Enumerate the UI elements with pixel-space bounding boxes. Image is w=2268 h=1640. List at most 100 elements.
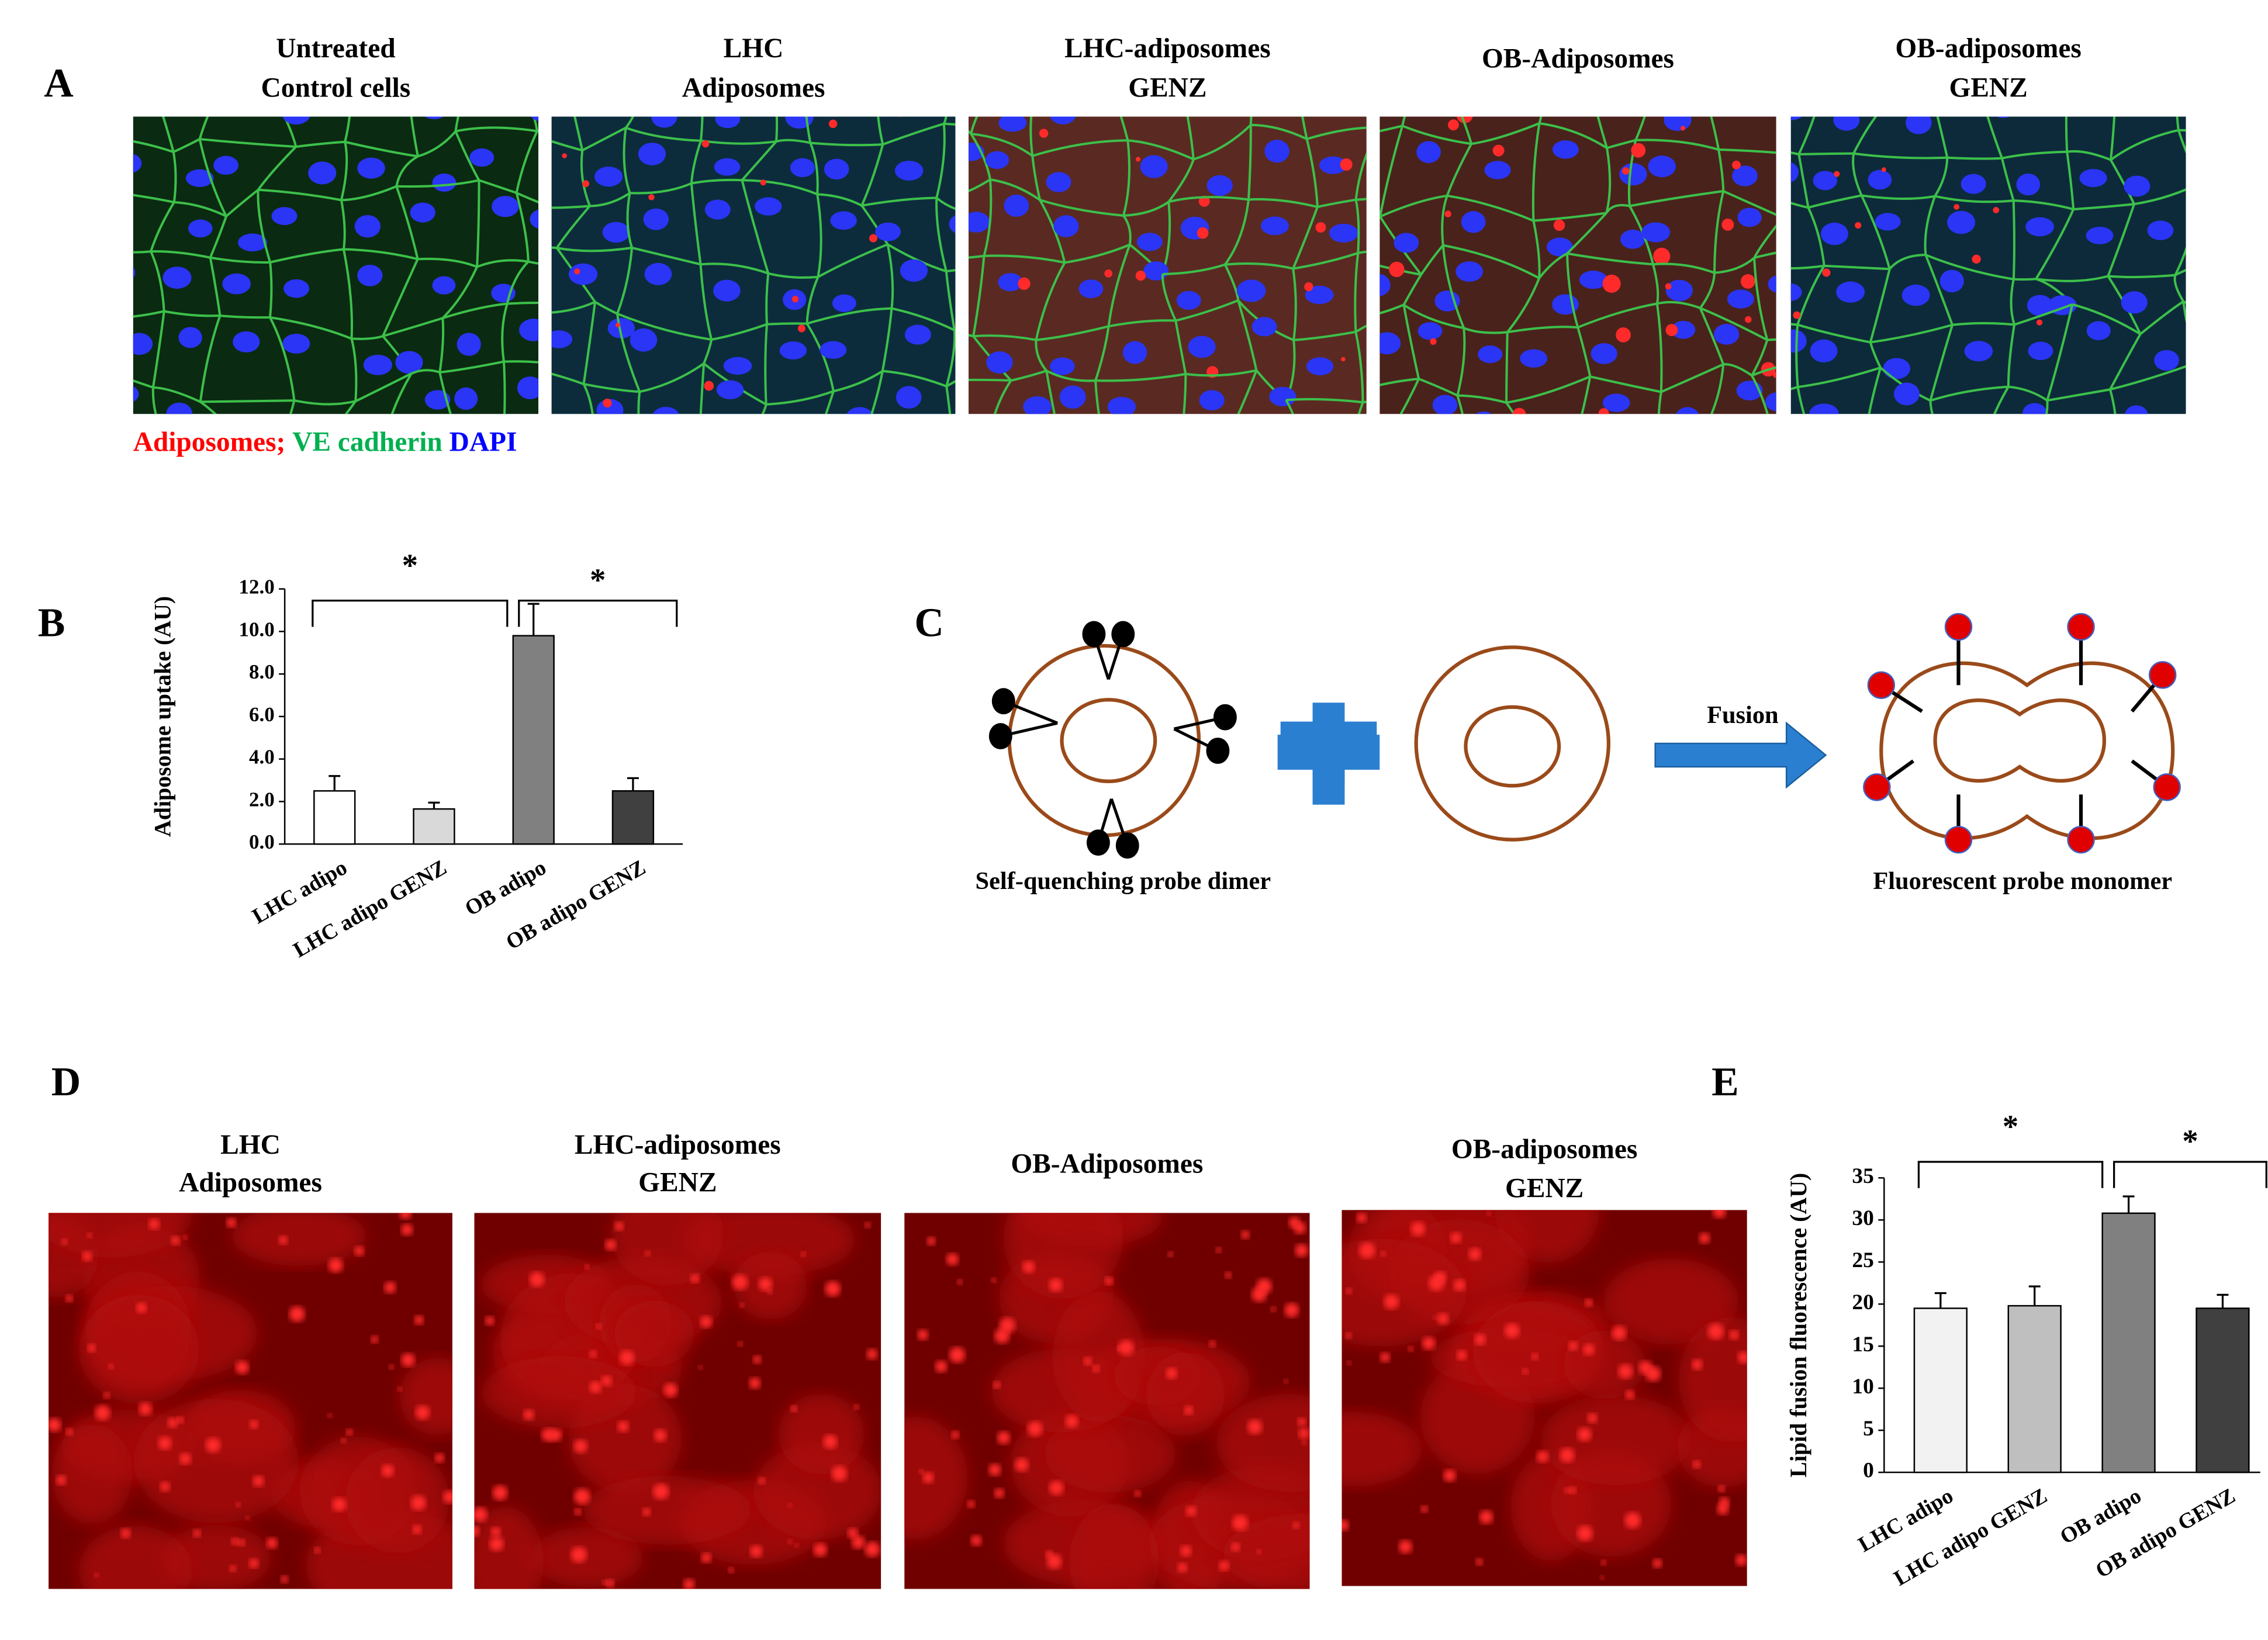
legend: Adiposomes; VE cadherin DAPI — [133, 427, 517, 458]
cell-edge — [2183, 300, 2186, 305]
vesicle — [327, 1413, 333, 1418]
vesicle — [61, 1238, 68, 1245]
fluorescent-probe — [1944, 613, 1973, 641]
cell-edge — [1531, 123, 1541, 221]
cell-edge — [1507, 326, 1578, 334]
cell-body — [345, 1447, 450, 1553]
cell-edge — [408, 66, 475, 83]
micrograph — [542, 94, 993, 487]
nucleus — [514, 478, 542, 499]
nucleus — [1665, 279, 1693, 302]
nucleus — [1176, 290, 1201, 310]
vesicle — [917, 1329, 928, 1340]
cell-edge — [968, 178, 991, 192]
nucleus — [1143, 261, 1169, 281]
cell-edge — [639, 362, 705, 393]
vesicle — [82, 1251, 92, 1262]
cell-edge — [877, 116, 884, 145]
cell-edge — [1790, 323, 1798, 326]
cell-edge — [1566, 212, 1607, 255]
cell-edge — [341, 185, 397, 202]
nucleus — [1703, 74, 1730, 92]
cell-edge — [476, 180, 480, 267]
nucleus — [1077, 468, 1101, 486]
panel-label: C — [914, 601, 943, 646]
cell-edge — [133, 379, 154, 389]
y-tick-label: 6.0 — [249, 703, 275, 726]
vesicle — [249, 1420, 258, 1429]
cell-edge — [1168, 196, 1249, 203]
cell-edge — [1036, 78, 1105, 88]
nucleus — [1790, 116, 1802, 120]
vesicle — [412, 1525, 422, 1534]
vesicle — [278, 1236, 288, 1245]
cell-edge — [133, 250, 151, 254]
cell-edge — [1596, 116, 1608, 148]
vesicle — [1232, 1515, 1249, 1531]
nucleus — [1820, 222, 1848, 245]
cell-edge — [1039, 199, 1124, 217]
nucleus — [1269, 386, 1297, 407]
cell-edge — [1185, 369, 1257, 377]
adiposome — [1793, 311, 1801, 319]
cell-edge — [1634, 116, 1646, 141]
legend-entry: DAPI — [450, 427, 517, 458]
cell-edge — [1401, 116, 1406, 126]
vesicle — [918, 1469, 924, 1475]
cell-edge — [625, 116, 634, 129]
vesicle — [1717, 1485, 1726, 1492]
cell-body — [753, 1443, 881, 1540]
cell-edge — [199, 137, 296, 148]
cell-edge — [1349, 75, 1420, 79]
cell-edge — [1108, 319, 1176, 328]
nucleus — [594, 167, 623, 187]
cell-edge — [2221, 333, 2257, 387]
cell-edge — [1717, 149, 1725, 192]
vesicle — [596, 1323, 602, 1330]
cell-edge — [1699, 307, 1725, 365]
cell-edge — [340, 200, 346, 250]
cell-edge — [1605, 204, 1630, 214]
nucleus — [542, 468, 566, 487]
nucleus — [1078, 279, 1104, 299]
quenched-probe — [1206, 738, 1230, 764]
adiposome — [1197, 227, 1209, 239]
cell-edge — [2249, 255, 2257, 334]
vesicle — [434, 1453, 444, 1463]
cell-edge — [861, 196, 937, 207]
cell-edge — [528, 260, 539, 265]
cell-edge — [993, 379, 1012, 414]
cell-edge — [2008, 385, 2048, 402]
adiposome — [877, 427, 883, 433]
cell-edge — [1865, 427, 1939, 438]
cell-edge — [440, 360, 504, 374]
cell-edge — [1657, 300, 1701, 309]
vesicle — [1359, 1242, 1375, 1259]
cell-edge — [1380, 264, 1422, 276]
adiposome — [1622, 167, 1630, 175]
cell-edge — [2221, 387, 2263, 447]
vesicle — [65, 1295, 74, 1303]
cell-edge — [1505, 332, 1509, 403]
nucleus — [282, 116, 310, 125]
vesicle — [690, 1274, 700, 1283]
nucleus — [1844, 92, 1873, 114]
cell-edge — [1039, 199, 1066, 263]
adiposome — [701, 140, 710, 148]
cell-edge — [766, 390, 834, 406]
vesicle — [193, 1529, 201, 1538]
cell-edge — [1355, 324, 1367, 333]
adiposome — [1341, 421, 1354, 434]
cell-edge — [1699, 272, 1716, 309]
cell-edge — [151, 250, 211, 259]
vesicle — [851, 1535, 865, 1549]
cell-edge — [645, 450, 699, 464]
vesicle — [1092, 1365, 1100, 1372]
cell-edge — [289, 400, 296, 414]
cell-edge — [2108, 274, 2176, 279]
cell-edge — [551, 140, 583, 152]
cell-edge — [1380, 125, 1404, 217]
adiposome — [986, 94, 993, 100]
cell-edge — [172, 138, 200, 153]
cell-edge — [507, 302, 539, 305]
